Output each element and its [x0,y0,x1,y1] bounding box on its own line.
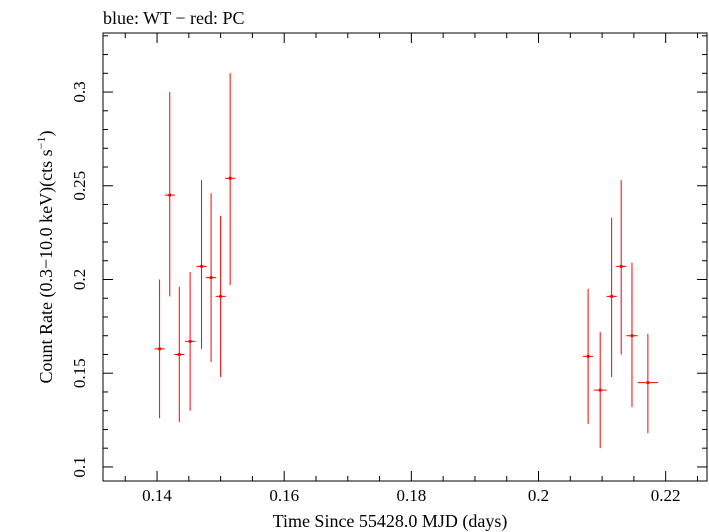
x-tick-label: 0.16 [269,486,299,505]
data-point [215,215,226,377]
y-tick-label: 0.1 [70,456,89,477]
data-point [205,193,217,362]
y-tick-label: 0.3 [70,81,89,102]
y-tick-label: 0.25 [70,171,89,201]
data-marker [219,294,223,298]
y-tick-label: 0.2 [70,269,89,290]
x-tick-label: 0.22 [651,486,681,505]
data-marker [157,347,162,351]
data-point [185,271,196,411]
x-tick-label: 0.14 [142,486,172,505]
data-marker [630,334,634,338]
data-marker [619,264,623,268]
data-point [583,288,594,424]
data-point [164,92,175,297]
data-point [196,180,207,349]
data-marker [199,264,204,268]
data-points [154,73,659,449]
data-marker [209,276,213,280]
x-axis: 0.14 0.16 0.18 0.2 0.22 [124,33,698,505]
data-marker [228,176,232,180]
x-tick-label: 0.2 [528,486,549,505]
x-axis-title: Time Since 55428.0 MJD (days) [273,511,508,532]
data-point [637,333,659,434]
y-axis-title-end: ) [36,131,57,137]
data-point [225,73,236,286]
data-point [616,180,627,355]
data-point [606,217,617,377]
y-axis-title-sup: −1 [34,137,48,150]
x-tick-label: 0.18 [396,486,426,505]
data-marker [598,388,602,392]
data-point [154,279,165,419]
data-marker [188,339,192,343]
y-axis-title-main: Count Rate (0.3−10.0 keV)(cts s [36,149,57,383]
y-axis-title: Count Rate (0.3−10.0 keV)(cts s−1) [34,131,57,384]
data-marker [586,354,590,358]
data-marker [177,352,181,357]
data-marker [610,294,614,298]
y-axis: 0.1 0.15 0.2 0.25 0.3 [70,35,707,478]
plot-frame [102,32,708,482]
data-point [626,262,638,407]
data-point [174,286,185,422]
data-point [593,331,607,449]
chart-title: blue: WT − red: PC [103,8,244,28]
y-tick-label: 0.15 [70,358,89,388]
data-marker [646,380,650,385]
data-marker [168,193,172,197]
